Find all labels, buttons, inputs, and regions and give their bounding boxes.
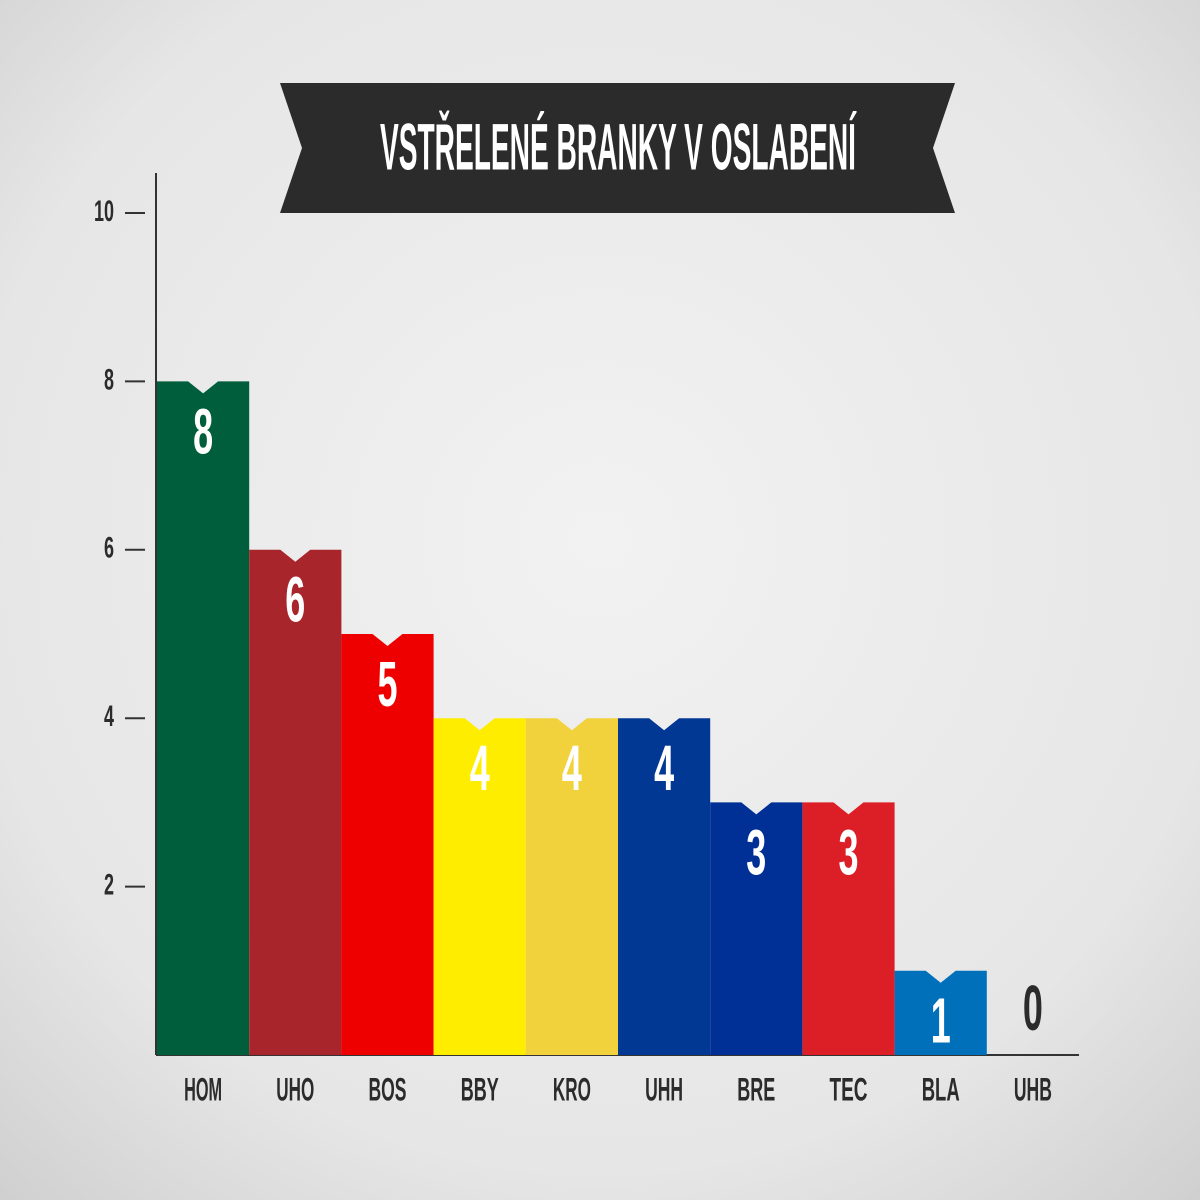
bar — [433, 718, 526, 1055]
value-label: 8 — [193, 395, 213, 467]
chart-title: VSTŘELENÉ BRANKY V OSLABENÍ — [380, 109, 857, 183]
value-label: 4 — [654, 732, 674, 804]
x-tick-label: UHO — [276, 1071, 314, 1107]
x-tick-label: HOM — [184, 1071, 222, 1107]
value-label: 0 — [1023, 972, 1043, 1044]
bar — [618, 718, 711, 1055]
bar — [525, 718, 618, 1055]
value-label: 3 — [746, 816, 766, 888]
value-label: 1 — [931, 985, 951, 1057]
x-tick-label: BOS — [369, 1071, 407, 1107]
value-label: 4 — [562, 732, 582, 804]
title-banner — [280, 83, 955, 213]
bar — [249, 549, 342, 1055]
y-tick-label: 6 — [104, 532, 114, 565]
x-tick-label: BLA — [922, 1071, 960, 1107]
y-tick-label: 8 — [104, 363, 114, 396]
x-tick-label: BRE — [737, 1071, 775, 1107]
value-label: 5 — [378, 648, 398, 720]
y-tick-label: 2 — [104, 869, 114, 902]
bar — [802, 802, 895, 1055]
bar — [894, 970, 987, 1055]
x-tick-label: UHB — [1014, 1071, 1052, 1107]
value-label: 3 — [839, 816, 859, 888]
x-tick-label: BBY — [461, 1071, 499, 1107]
x-tick-label: TEC — [830, 1071, 868, 1107]
bar — [710, 802, 803, 1055]
y-tick-label: 10 — [94, 195, 114, 228]
value-label: 4 — [470, 732, 490, 804]
bar — [341, 634, 434, 1055]
bar — [157, 381, 250, 1055]
x-tick-label: UHH — [645, 1071, 683, 1107]
x-tick-label: KRO — [553, 1071, 591, 1107]
value-label: 6 — [285, 564, 305, 636]
y-tick-label: 4 — [104, 700, 114, 733]
